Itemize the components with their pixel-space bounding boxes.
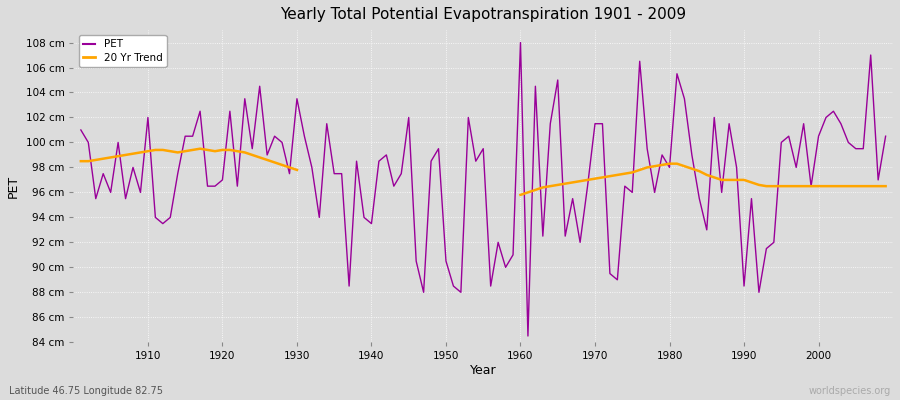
Legend: PET, 20 Yr Trend: PET, 20 Yr Trend [78, 35, 166, 67]
Y-axis label: PET: PET [7, 174, 20, 198]
Text: worldspecies.org: worldspecies.org [809, 386, 891, 396]
X-axis label: Year: Year [470, 364, 497, 377]
Title: Yearly Total Potential Evapotranspiration 1901 - 2009: Yearly Total Potential Evapotranspiratio… [280, 7, 687, 22]
Text: Latitude 46.75 Longitude 82.75: Latitude 46.75 Longitude 82.75 [9, 386, 163, 396]
